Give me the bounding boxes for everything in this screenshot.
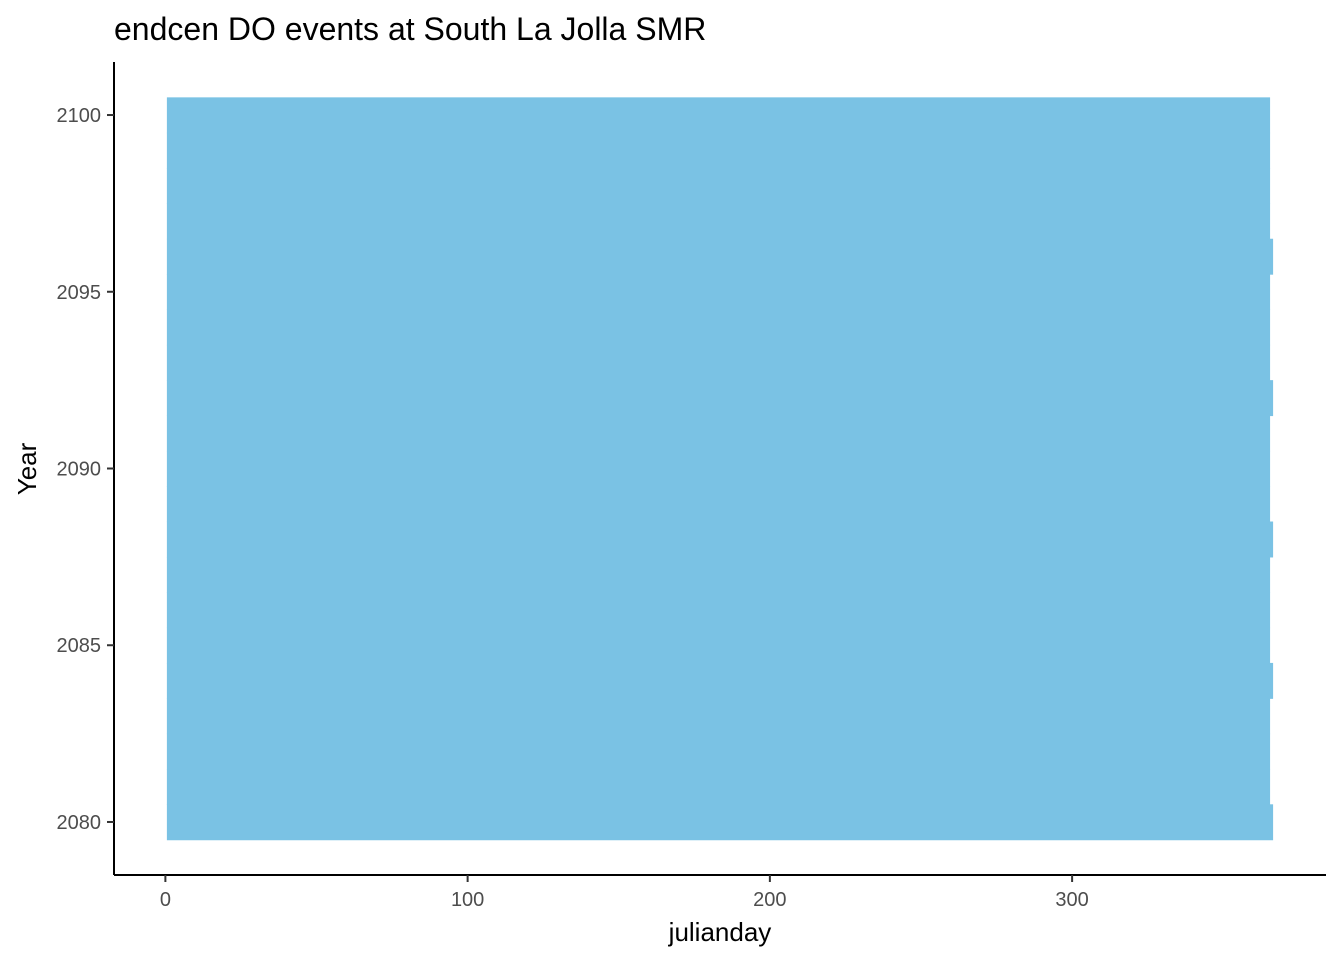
bar-2093 bbox=[166, 344, 1271, 381]
bar-2089 bbox=[166, 486, 1271, 523]
x-tick-label: 200 bbox=[753, 889, 786, 911]
chart-title: endcen DO events at South La Jolla SMR bbox=[114, 11, 706, 47]
y-axis-label: Year bbox=[12, 442, 42, 495]
bar-2085 bbox=[166, 627, 1271, 664]
bar-2091 bbox=[166, 415, 1271, 452]
y-tick-label: 2085 bbox=[57, 635, 102, 657]
bar-2090 bbox=[166, 450, 1271, 487]
x-tick-label: 0 bbox=[160, 889, 171, 911]
bar-2081 bbox=[166, 768, 1271, 805]
bar-2092 bbox=[166, 380, 1274, 417]
bar-2098 bbox=[166, 168, 1271, 204]
x-tick-label: 100 bbox=[451, 889, 484, 911]
bar-2100 bbox=[166, 97, 1271, 134]
bar-2094 bbox=[166, 309, 1271, 346]
x-ticks: 0 100 200 300 bbox=[160, 875, 1089, 911]
bar-2099 bbox=[166, 132, 1271, 169]
bar-2082 bbox=[166, 733, 1271, 770]
bar-2086 bbox=[166, 592, 1271, 629]
x-tick-label: 300 bbox=[1055, 889, 1088, 911]
x-axis-label: julianday bbox=[668, 917, 772, 947]
bar-2088 bbox=[166, 521, 1274, 558]
bar-2087 bbox=[166, 556, 1271, 593]
y-tick-label: 2090 bbox=[57, 459, 102, 481]
bar-group bbox=[166, 97, 1274, 841]
y-tick-label: 2095 bbox=[57, 282, 102, 304]
bar-2083 bbox=[166, 698, 1271, 735]
y-tick-label: 2100 bbox=[57, 105, 102, 127]
y-ticks: 2080 2085 2090 2095 2100 bbox=[57, 105, 114, 834]
y-tick-label: 2080 bbox=[57, 812, 102, 834]
bar-2096 bbox=[166, 238, 1274, 275]
bar-2084 bbox=[166, 662, 1274, 699]
bar-2080 bbox=[166, 804, 1274, 841]
bar-2095 bbox=[166, 274, 1271, 311]
bar-2097 bbox=[166, 203, 1271, 240]
